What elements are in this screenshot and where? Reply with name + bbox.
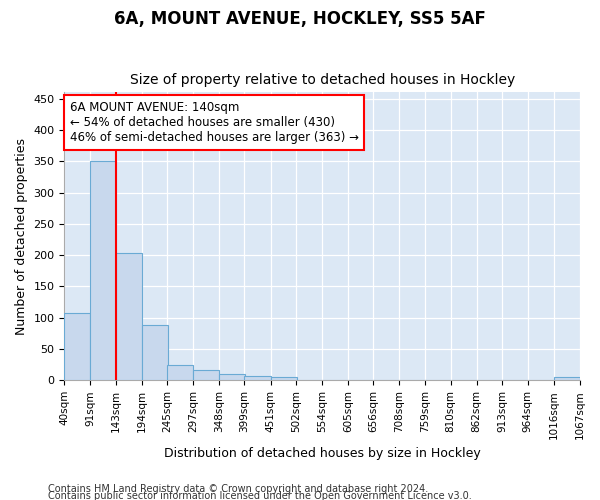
- Bar: [271, 377, 296, 380]
- Bar: [142, 325, 168, 380]
- Bar: [64, 314, 91, 380]
- Bar: [244, 376, 271, 380]
- Bar: [167, 366, 193, 380]
- X-axis label: Distribution of detached houses by size in Hockley: Distribution of detached houses by size …: [164, 447, 481, 460]
- Text: 6A, MOUNT AVENUE, HOCKLEY, SS5 5AF: 6A, MOUNT AVENUE, HOCKLEY, SS5 5AF: [114, 10, 486, 28]
- Title: Size of property relative to detached houses in Hockley: Size of property relative to detached ho…: [130, 73, 515, 87]
- Text: Contains public sector information licensed under the Open Government Licence v3: Contains public sector information licen…: [48, 491, 472, 500]
- Y-axis label: Number of detached properties: Number of detached properties: [15, 138, 28, 335]
- Bar: [90, 161, 116, 380]
- Text: 6A MOUNT AVENUE: 140sqm
← 54% of detached houses are smaller (430)
46% of semi-d: 6A MOUNT AVENUE: 140sqm ← 54% of detache…: [70, 101, 359, 144]
- Bar: [116, 253, 142, 380]
- Bar: [193, 370, 220, 380]
- Bar: [219, 374, 245, 380]
- Bar: [554, 377, 580, 380]
- Text: Contains HM Land Registry data © Crown copyright and database right 2024.: Contains HM Land Registry data © Crown c…: [48, 484, 428, 494]
